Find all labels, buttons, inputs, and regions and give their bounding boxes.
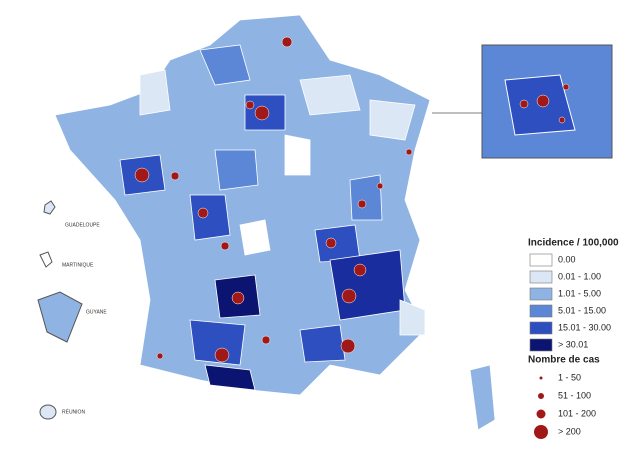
legend-label: 1 - 50 — [558, 372, 581, 382]
legend-swatch — [529, 338, 553, 352]
legend-swatch — [529, 287, 553, 301]
legend-circle — [534, 425, 548, 439]
legend-label: 15.01 - 30.00 — [558, 322, 611, 332]
legend-label: 1.01 - 5.00 — [558, 288, 601, 298]
legend-label: 0.00 — [558, 254, 576, 264]
legend-label: 101 - 200 — [558, 408, 596, 418]
legend-label: > 200 — [558, 426, 581, 436]
legend-circle — [539, 376, 543, 380]
legend-swatch — [529, 253, 553, 267]
legend-title: Nombre de cas — [528, 355, 600, 366]
legend: Incidence / 100,000 Nombre de cas 0.00 0.… — [528, 238, 619, 439]
inset — [432, 44, 613, 159]
legend-swatch — [529, 270, 553, 284]
territory-label: GUYANE — [86, 309, 107, 315]
legend-label: 0.01 - 1.00 — [558, 271, 601, 281]
territory-label: GUADELOUPE — [65, 222, 100, 228]
legend-label: 5.01 - 15.00 — [558, 305, 606, 315]
legend-title: Incidence / 100,000 — [528, 238, 619, 249]
france-mainland — [54, 14, 496, 431]
legend-swatch — [529, 304, 553, 318]
legend-label: > 30.01 — [558, 339, 588, 349]
legend-label: 51 - 100 — [558, 390, 591, 400]
case-circles — [134, 36, 413, 363]
legend-circle — [536, 409, 546, 419]
overseas: GUADELOUPE MARTINIQUE GUYANE RÉUNION — [37, 200, 107, 420]
territory-label: MARTINIQUE — [62, 262, 94, 268]
legend-circle — [538, 393, 544, 399]
legend-swatch — [529, 321, 553, 335]
territory-label: RÉUNION — [62, 408, 85, 415]
